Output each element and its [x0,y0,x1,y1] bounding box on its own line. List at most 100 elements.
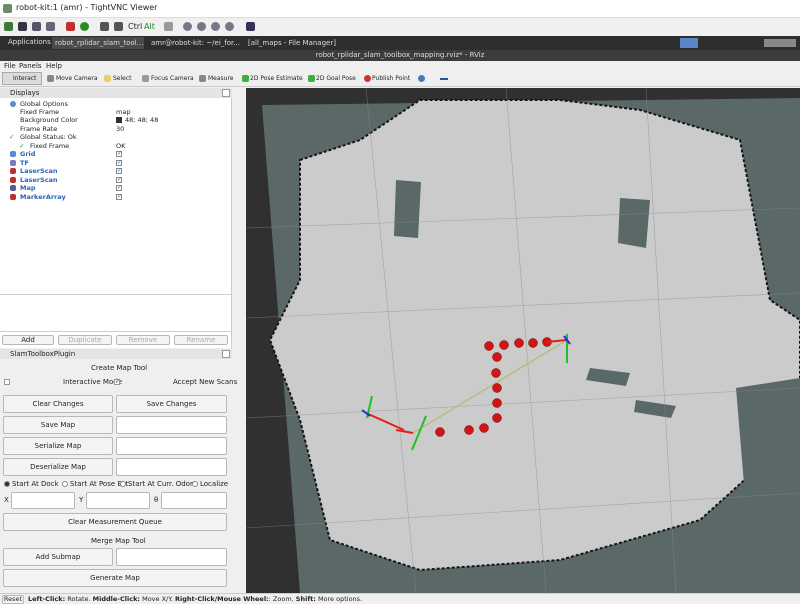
clear-queue-button[interactable]: Clear Measurement Queue [3,513,227,531]
tool-label[interactable]: 2D Pose Estimate [250,75,303,82]
tool-icon[interactable] [114,22,123,31]
tree-row[interactable]: Frame Rate 30 [0,125,232,133]
checkbox[interactable]: ✓ [116,150,123,157]
zoom-icon[interactable] [225,22,234,31]
rename-button[interactable]: Rename [174,335,228,345]
radio[interactable] [4,481,10,487]
text-input[interactable] [116,548,227,566]
tool-label[interactable]: Measure [208,75,234,82]
task-button[interactable]: robot_rplidar_slam_tool... [52,37,144,49]
app-icon [3,4,12,13]
row-icon [10,160,16,166]
slam-toolbox-panel: SlamToolboxPlugin Create Map Tool Intera… [0,349,237,593]
tool-icon[interactable] [32,22,41,31]
tool-icon[interactable] [440,78,448,80]
text-input[interactable] [116,437,227,455]
row-label: Fixed Frame [30,142,70,150]
tree-row[interactable]: TF ✓ [0,159,232,167]
tree-row[interactable]: Grid ✓ [0,150,232,158]
panel-close[interactable] [222,89,230,97]
save-changes-button[interactable]: Save Changes [116,395,227,413]
row-value: map [116,108,131,116]
serialize-map-button[interactable]: Serialize Map [3,437,113,455]
row-label: Map [20,184,36,192]
tool-label[interactable]: Move Camera [56,75,98,82]
tool-icon[interactable] [4,22,13,31]
duplicate-button[interactable]: Duplicate [58,335,112,345]
menu-item[interactable]: Help [46,62,62,70]
zoom-icon[interactable] [183,22,192,31]
tool-icon[interactable] [46,22,55,31]
tool-button[interactable] [2,72,42,85]
menu-item[interactable]: Panels [19,62,42,70]
task-button[interactable]: amr@robot-kit: ~/ei_for... [148,37,242,49]
zoom-icon[interactable] [197,22,206,31]
applications-menu[interactable]: Applications : [8,38,56,46]
tool-icon[interactable] [164,22,173,31]
row-label: Global Options [20,100,68,108]
text-input[interactable] [116,416,227,434]
tree-row[interactable]: Global Options [0,100,232,108]
checkbox[interactable]: ✓ [116,159,123,166]
checkbox[interactable] [4,379,10,385]
tool-icon[interactable] [18,22,27,31]
save-map-button[interactable]: Save Map [3,416,113,434]
radio[interactable] [192,481,198,487]
alt-button[interactable]: Alt [144,22,155,31]
checkbox[interactable]: ✓ [116,184,123,191]
text-input[interactable] [116,458,227,476]
tree-row[interactable]: ✓ Fixed Frame OK [0,142,232,150]
radio[interactable] [120,481,126,487]
check-icon: ✓ [19,142,25,150]
section-title: Merge Map Tool [91,537,146,545]
tree-row[interactable]: Fixed Frame map [0,108,232,116]
clear-changes-button[interactable]: Clear Changes [3,395,113,413]
radio-label: Localize [200,480,229,488]
tree-row[interactable]: ✓ Global Status: Ok [0,133,232,141]
panel-close[interactable] [222,350,230,358]
task-button[interactable]: [all_maps - File Manager] [245,37,355,49]
tool-label[interactable]: Publish Point [372,75,411,82]
panel-title: Displays [10,89,40,97]
tool-label[interactable]: Select [113,75,132,82]
x-input[interactable] [11,492,75,509]
reset-button[interactable]: Reset [2,595,24,604]
tree-row[interactable]: Map ✓ [0,184,232,192]
refresh-icon[interactable] [80,22,89,31]
radio[interactable] [62,481,68,487]
deserialize-map-button[interactable]: Deserialize Map [3,458,113,476]
tree-row[interactable]: Background Color 48; 48; 48 [0,116,232,124]
tool-icon[interactable] [418,75,425,82]
tool-icon [47,75,54,82]
tray-item[interactable] [680,38,698,48]
ctrl-button[interactable]: Ctrl [128,22,143,31]
checkbox[interactable]: ✓ [114,378,121,385]
tool-icon[interactable] [100,22,109,31]
checkbox[interactable]: ✓ [116,176,123,183]
tree-row[interactable]: MarkerArray ✓ [0,193,232,201]
add-submap-button[interactable]: Add Submap [3,548,113,566]
checkbox[interactable]: ✓ [116,193,123,200]
fullscreen-icon[interactable] [246,22,255,31]
color-swatch [116,117,122,123]
remove-button[interactable]: Remove [116,335,170,345]
tree-row[interactable]: LaserScan ✓ [0,167,232,175]
theta-input[interactable] [161,492,227,509]
panel-header: SlamToolboxPlugin [0,349,232,359]
pause-icon[interactable] [66,22,75,31]
field-label: θ [154,496,159,504]
checkbox-label: Accept New Scans [173,378,238,386]
zoom-icon[interactable] [211,22,220,31]
y-input[interactable] [86,492,150,509]
field-label: Y [79,496,84,504]
map-view[interactable] [246,88,800,593]
generate-map-button[interactable]: Generate Map [3,569,227,587]
checkbox[interactable]: ✓ [116,167,123,174]
menu-item[interactable]: File [4,62,16,70]
tree-row[interactable]: LaserScan ✓ [0,176,232,184]
tool-label[interactable]: 2D Goal Pose [316,75,356,82]
tray-icons[interactable] [764,39,796,47]
tool-label[interactable]: Focus Camera [151,75,194,82]
add-button[interactable]: Add [2,335,54,345]
vnc-title-bar: robot-kit:1 (amr) - TightVNC Viewer [0,0,800,18]
